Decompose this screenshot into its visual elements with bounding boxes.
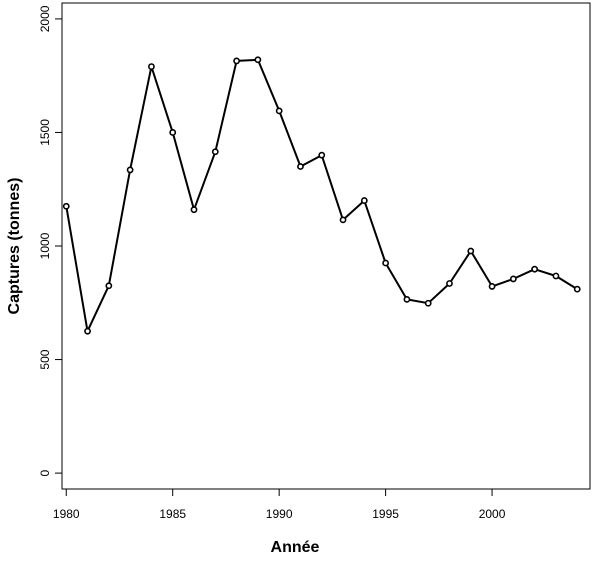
x-tick-label-1990: 1990 — [266, 507, 293, 521]
data-point-1997 — [424, 299, 432, 307]
data-point-1980 — [62, 202, 70, 210]
data-point-1984 — [148, 63, 155, 70]
y-tick-label-1500: 1500 — [38, 119, 52, 146]
data-point-2002 — [531, 265, 539, 273]
x-tick-label-2000: 2000 — [479, 507, 506, 521]
data-point-1999 — [467, 247, 475, 255]
data-point-2003 — [552, 272, 560, 280]
data-point-1987 — [211, 148, 219, 156]
data-point-1991 — [297, 163, 304, 170]
data-point-1989 — [254, 56, 262, 64]
data-point-1983 — [126, 166, 134, 174]
data-point-1990 — [275, 107, 283, 115]
data-point-1986 — [190, 206, 198, 214]
series-line-0 — [65, 58, 578, 333]
data-point-2004 — [573, 285, 581, 293]
x-tick-label-1980: 1980 — [53, 507, 80, 521]
plot-frame — [61, 2, 591, 490]
x-tick-label-1995: 1995 — [372, 507, 399, 521]
x-axis-title: Année — [271, 539, 320, 556]
data-point-1994 — [360, 197, 368, 204]
y-tick-label-500: 500 — [38, 349, 52, 369]
y-tick-label-1000: 1000 — [38, 232, 52, 259]
data-point-1993 — [339, 216, 347, 224]
y-tick-label-0: 0 — [38, 469, 52, 476]
data-point-2001 — [509, 275, 517, 283]
y-tick-label-2000: 2000 — [38, 5, 52, 32]
series-layer — [62, 56, 581, 335]
y-axis-title: Captures (tonnes) — [6, 178, 23, 315]
data-point-1998 — [446, 280, 453, 287]
y-axis: 0 500 1000 1500 2000 — [38, 5, 62, 476]
data-point-1985 — [169, 129, 177, 136]
data-point-1981 — [84, 327, 91, 335]
data-point-1988 — [233, 57, 240, 65]
x-axis: 1980 1985 1990 1995 2000 — [53, 489, 506, 521]
data-point-1995 — [382, 259, 390, 267]
data-point-1996 — [403, 295, 411, 303]
x-tick-label-1985: 1985 — [159, 507, 186, 521]
data-point-2000 — [488, 283, 496, 290]
data-point-1992 — [318, 151, 326, 159]
data-point-1982 — [105, 282, 113, 290]
